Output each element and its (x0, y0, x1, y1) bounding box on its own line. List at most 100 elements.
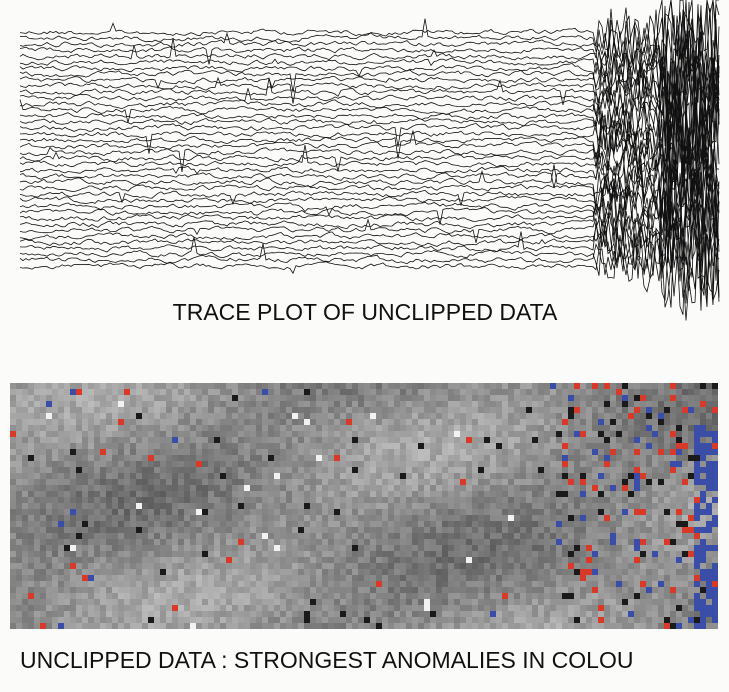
image-cell (658, 605, 664, 611)
image-cell (436, 467, 442, 473)
image-cell (88, 443, 94, 449)
image-cell (472, 605, 478, 611)
image-cell (532, 437, 538, 443)
image-cell (688, 605, 694, 611)
image-cell (562, 617, 568, 623)
image-cell (268, 587, 274, 593)
image-cell (640, 587, 646, 593)
image-cell (682, 401, 688, 407)
image-cell (220, 581, 226, 587)
image-cell (178, 473, 184, 479)
image-cell (376, 521, 382, 527)
image-cell (286, 395, 292, 401)
image-cell (466, 431, 472, 437)
image-cell (700, 599, 706, 605)
image-cell (262, 449, 268, 455)
image-cell (484, 419, 490, 425)
image-cell (604, 539, 610, 545)
image-cell (490, 407, 496, 413)
image-cell (322, 539, 328, 545)
image-cell (202, 503, 208, 509)
image-cell (466, 491, 472, 497)
image-cell (76, 491, 82, 497)
image-cell (346, 395, 352, 401)
image-cell (574, 563, 580, 569)
image-cell (130, 479, 136, 485)
image-cell (334, 533, 340, 539)
image-cell (112, 419, 118, 425)
image-cell (94, 563, 100, 569)
image-cell (532, 623, 538, 629)
image-cell (568, 575, 574, 581)
image-cell (586, 431, 592, 437)
image-cell (334, 425, 340, 431)
image-cell (466, 473, 472, 479)
image-cell (586, 539, 592, 545)
image-cell (358, 509, 364, 515)
image-cell (598, 413, 604, 419)
image-cell (16, 599, 22, 605)
image-cell (562, 533, 568, 539)
image-cell (154, 431, 160, 437)
image-cell (220, 407, 226, 413)
image-cell (382, 515, 388, 521)
image-cell (610, 563, 616, 569)
image-cell (646, 395, 652, 401)
image-cell (610, 395, 616, 401)
image-cell (178, 413, 184, 419)
image-cell (70, 551, 76, 557)
image-cell (586, 473, 592, 479)
image-cell (400, 515, 406, 521)
image-cell (640, 557, 646, 563)
image-cell (244, 407, 250, 413)
image-cell (334, 545, 340, 551)
image-cell (34, 461, 40, 467)
image-cell (658, 623, 664, 629)
image-cell (124, 545, 130, 551)
trace (19, 67, 720, 181)
image-cell (550, 479, 556, 485)
image-cell (322, 443, 328, 449)
image-cell (382, 611, 388, 617)
image-cell (178, 569, 184, 575)
image-cell (574, 581, 580, 587)
image-cell (568, 443, 574, 449)
image-cell (430, 545, 436, 551)
image-cell (604, 431, 610, 437)
image-cell (118, 425, 124, 431)
image-cell (142, 395, 148, 401)
image-cell (514, 491, 520, 497)
image-cell (478, 431, 484, 437)
image-cell (394, 545, 400, 551)
image-cell (190, 605, 196, 611)
image-cell (580, 515, 586, 521)
image-cell (76, 503, 82, 509)
image-cell (502, 437, 508, 443)
image-cell (226, 509, 232, 515)
image-cell (262, 455, 268, 461)
image-cell (184, 437, 190, 443)
image-cell (508, 431, 514, 437)
image-cell (676, 515, 682, 521)
image-cell (634, 539, 640, 545)
image-cell (196, 455, 202, 461)
image-cell (34, 605, 40, 611)
image-cell (118, 401, 124, 407)
image-cell (346, 563, 352, 569)
image-cell (178, 383, 184, 389)
image-cell (610, 587, 616, 593)
image-cell (622, 599, 628, 605)
image-cell (394, 509, 400, 515)
image-cell (346, 473, 352, 479)
image-cell (706, 581, 712, 587)
image-cell (172, 485, 178, 491)
image-cell (196, 515, 202, 521)
image-cell (532, 401, 538, 407)
image-cell (94, 521, 100, 527)
image-cell (310, 557, 316, 563)
image-cell (418, 617, 424, 623)
image-cell (358, 479, 364, 485)
image-cell (88, 455, 94, 461)
image-cell (430, 509, 436, 515)
image-cell (658, 467, 664, 473)
